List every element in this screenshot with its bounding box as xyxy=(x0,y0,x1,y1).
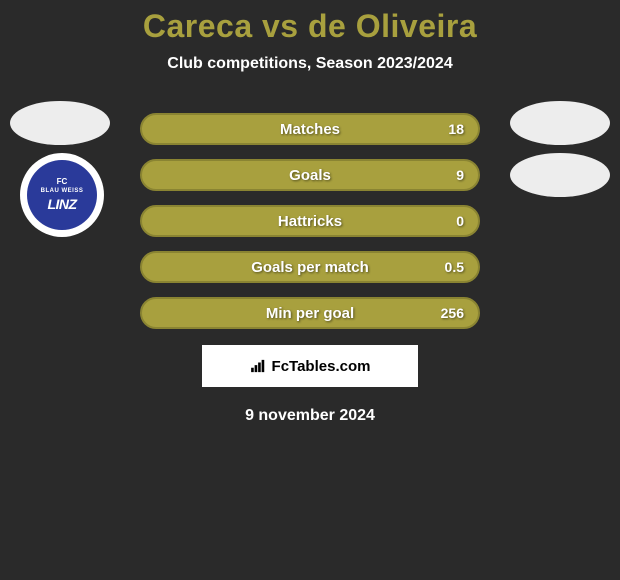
stat-label: Matches xyxy=(280,121,340,138)
player-avatar-left xyxy=(10,101,110,145)
stat-label: Hattricks xyxy=(278,213,342,230)
stat-bars: Matches 18 Goals 9 Hattricks 0 Goals per… xyxy=(140,113,480,329)
stat-value: 0 xyxy=(456,213,464,229)
club-fc: FC xyxy=(57,178,68,187)
stat-bar-mpg: Min per goal 256 xyxy=(140,297,480,329)
club-bw: BLAU WEISS xyxy=(41,188,84,195)
barchart-icon xyxy=(250,359,268,373)
root: Careca vs de Oliveira Club competitions,… xyxy=(0,0,620,425)
subtitle: Club competitions, Season 2023/2024 xyxy=(0,55,620,73)
attribution-label: FcTables.com xyxy=(272,358,371,375)
stat-bar-gpm: Goals per match 0.5 xyxy=(140,251,480,283)
stat-label: Goals per match xyxy=(251,259,369,276)
stat-bar-matches: Matches 18 xyxy=(140,113,480,145)
stat-value: 18 xyxy=(448,121,464,137)
player-avatar-right-2 xyxy=(510,153,610,197)
stat-value: 256 xyxy=(441,305,464,321)
date-text: 9 november 2024 xyxy=(0,407,620,425)
stat-label: Min per goal xyxy=(266,305,354,322)
content-area: FC BLAU WEISS LINZ Matches 18 Goals 9 Ha… xyxy=(0,113,620,425)
club-name: LINZ xyxy=(47,197,76,212)
stat-bar-hattricks: Hattricks 0 xyxy=(140,205,480,237)
stat-bar-goals: Goals 9 xyxy=(140,159,480,191)
page-title: Careca vs de Oliveira xyxy=(0,8,620,45)
stat-label: Goals xyxy=(289,167,331,184)
club-badge-inner: FC BLAU WEISS LINZ xyxy=(27,160,97,230)
club-badge: FC BLAU WEISS LINZ xyxy=(20,153,104,237)
attribution-box: FcTables.com xyxy=(202,345,418,387)
stat-value: 0.5 xyxy=(445,259,464,275)
player-avatar-right-1 xyxy=(510,101,610,145)
stat-value: 9 xyxy=(456,167,464,183)
attribution-text: FcTables.com xyxy=(250,358,371,375)
